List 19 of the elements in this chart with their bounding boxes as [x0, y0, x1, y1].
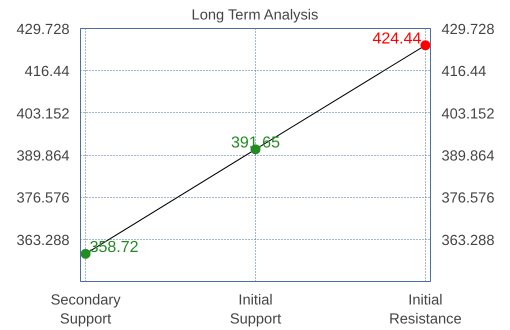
y-tick-label: 429.728	[16, 22, 70, 38]
y-tick-label: 363.288	[16, 232, 70, 249]
point	[80, 248, 91, 259]
y-tick-label: 403.152	[16, 106, 70, 122]
y2-tick-label: 403.152	[442, 106, 494, 122]
point	[420, 40, 430, 50]
y2-tick-label: 389.864	[442, 148, 494, 164]
x-tick-label: Initial Resistance	[389, 292, 462, 328]
y2-tick-label: 376.576	[442, 190, 494, 207]
y2-tick-label: 416.44	[442, 64, 486, 80]
data-label: 424.44	[372, 30, 422, 48]
x-tick-label: Secondary Support	[50, 292, 122, 328]
y-tick-label: 389.864	[16, 148, 70, 164]
x-tick-label: Initial Support	[230, 292, 282, 328]
y-tick-label: 376.576	[16, 190, 70, 207]
y2-tick-label: 429.728	[442, 22, 494, 38]
chart-title: Long Term Analysis	[192, 8, 318, 24]
y2-tick-label: 363.288	[442, 232, 494, 249]
y-tick-label: 416.44	[24, 64, 70, 80]
